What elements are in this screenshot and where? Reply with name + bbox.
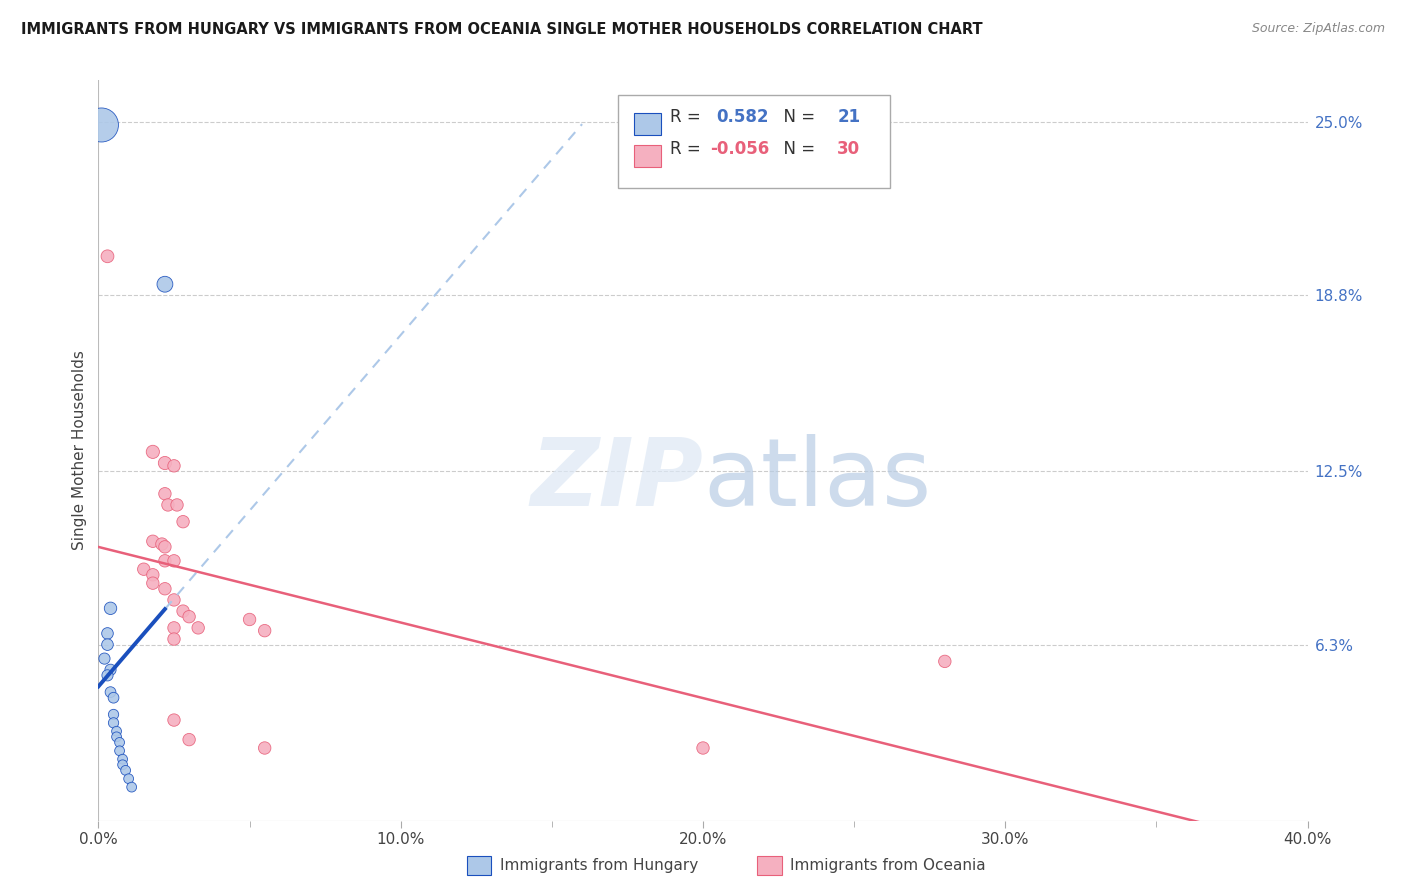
Text: Immigrants from Oceania: Immigrants from Oceania: [790, 857, 986, 872]
Point: [114, 764, 136, 778]
FancyBboxPatch shape: [758, 856, 782, 875]
Text: -0.056: -0.056: [710, 140, 769, 158]
Text: 0.582: 0.582: [716, 108, 769, 127]
Point: [163, 458, 186, 473]
Point: [100, 663, 122, 677]
Point: [90, 118, 112, 132]
FancyBboxPatch shape: [634, 113, 661, 135]
Point: [103, 707, 125, 722]
Point: [96, 626, 118, 640]
Point: [253, 624, 276, 638]
Text: 21: 21: [837, 108, 860, 127]
Point: [153, 540, 176, 554]
Point: [179, 609, 201, 624]
Point: [239, 612, 262, 626]
Text: R =: R =: [671, 108, 711, 127]
Point: [108, 744, 131, 758]
Point: [142, 567, 165, 582]
Point: [153, 582, 176, 596]
Text: 30: 30: [837, 140, 860, 158]
Point: [163, 593, 186, 607]
Point: [172, 515, 194, 529]
Point: [118, 772, 141, 786]
Point: [156, 498, 179, 512]
Point: [108, 735, 131, 749]
Point: [934, 654, 956, 668]
Text: IMMIGRANTS FROM HUNGARY VS IMMIGRANTS FROM OCEANIA SINGLE MOTHER HOUSEHOLDS CORR: IMMIGRANTS FROM HUNGARY VS IMMIGRANTS FR…: [21, 22, 983, 37]
Point: [163, 713, 186, 727]
Point: [142, 534, 165, 549]
Point: [111, 757, 134, 772]
Point: [111, 752, 134, 766]
Point: [121, 780, 143, 794]
Text: N =: N =: [773, 108, 825, 127]
Text: N =: N =: [773, 140, 825, 158]
Point: [132, 562, 155, 576]
Point: [105, 730, 128, 744]
Point: [100, 685, 122, 699]
Text: atlas: atlas: [703, 434, 931, 526]
Point: [96, 668, 118, 682]
FancyBboxPatch shape: [467, 856, 492, 875]
Point: [179, 732, 201, 747]
Point: [100, 601, 122, 615]
Point: [105, 724, 128, 739]
Point: [187, 621, 209, 635]
Point: [142, 576, 165, 591]
FancyBboxPatch shape: [619, 95, 890, 187]
Point: [153, 487, 176, 501]
Point: [153, 554, 176, 568]
Point: [253, 741, 276, 756]
Point: [166, 498, 188, 512]
Point: [96, 638, 118, 652]
Point: [163, 632, 186, 646]
Point: [96, 249, 118, 263]
Point: [153, 277, 176, 292]
Point: [163, 554, 186, 568]
Point: [163, 621, 186, 635]
Point: [153, 456, 176, 470]
Point: [150, 537, 173, 551]
Text: ZIP: ZIP: [530, 434, 703, 526]
Point: [103, 715, 125, 730]
Point: [142, 445, 165, 459]
Point: [103, 690, 125, 705]
FancyBboxPatch shape: [634, 145, 661, 167]
Text: R =: R =: [671, 140, 706, 158]
Y-axis label: Single Mother Households: Single Mother Households: [72, 351, 87, 550]
Point: [692, 741, 714, 756]
Point: [93, 651, 115, 665]
Point: [172, 604, 194, 618]
Text: Source: ZipAtlas.com: Source: ZipAtlas.com: [1251, 22, 1385, 36]
Text: Immigrants from Hungary: Immigrants from Hungary: [501, 857, 699, 872]
